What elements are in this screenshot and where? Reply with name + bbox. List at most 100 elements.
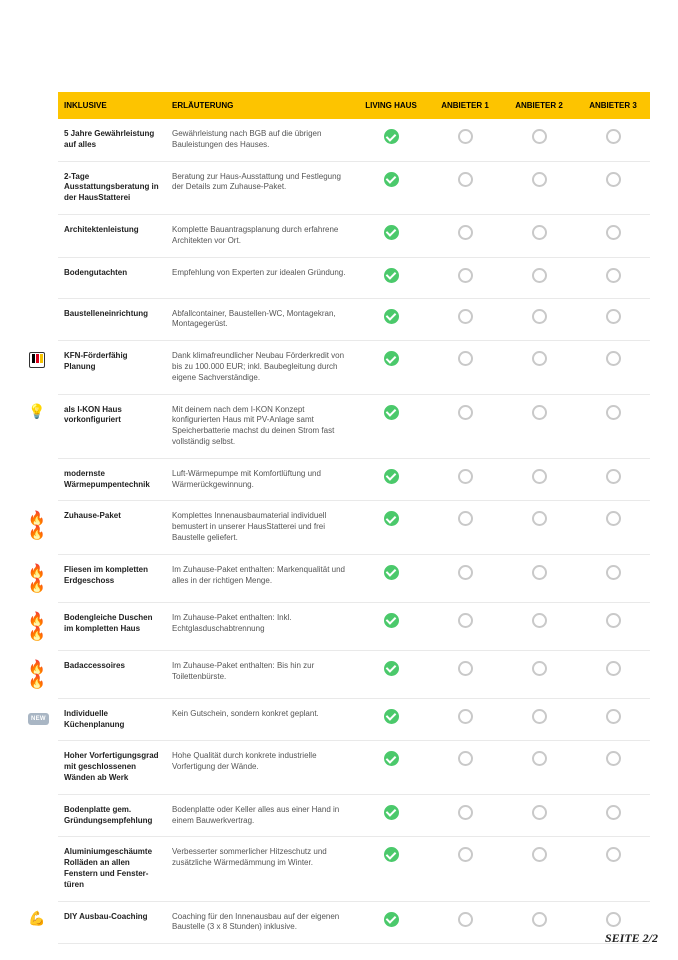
cell-anbieter-1 [428,458,502,501]
cell-living-haus [354,901,428,944]
table-row: 2-Tage Ausstattungsberatung in der HausS… [28,161,650,214]
ring-icon [458,709,473,724]
ring-icon [606,129,621,144]
row-title: Bodengutachten [58,257,166,298]
row-icon: 🔥🔥 [28,554,58,602]
check-icon [384,613,399,628]
check-icon [384,129,399,144]
check-icon [384,268,399,283]
check-icon [384,469,399,484]
row-icon: 🔥🔥 [28,602,58,650]
table-row: ArchitektenleistungKomplette Bauantragsp… [28,214,650,257]
row-title: als I-KON Haus vorkonfiguriert [58,394,166,458]
ring-icon [532,129,547,144]
header-living-haus: LIVING HAUS [354,92,428,119]
check-icon [384,709,399,724]
check-icon [384,225,399,240]
row-description: Beratung zur Haus-Ausstattung und Festle… [166,161,354,214]
ring-icon [532,469,547,484]
cell-anbieter-3 [576,602,650,650]
ring-icon [458,225,473,240]
ring-icon [532,225,547,240]
ring-icon [606,709,621,724]
header-anbieter-3: ANBIETER 3 [576,92,650,119]
ring-icon [606,805,621,820]
row-icon [28,794,58,837]
row-title: Zuhause-Paket [58,501,166,554]
ring-icon [606,661,621,676]
cell-anbieter-1 [428,161,502,214]
row-description: Im Zuhause-Paket enthalten: Markenqualit… [166,554,354,602]
row-description: Abfallcontainer, Baustellen-WC, Montagek… [166,298,354,341]
check-icon [384,847,399,862]
table-row: modernste WärmepumpentechnikLuft-Wärmepu… [28,458,650,501]
table-row: 🔥🔥Fliesen im kompletten ErdgeschossIm Zu… [28,554,650,602]
row-title: Fliesen im kompletten Erdgeschoss [58,554,166,602]
cell-living-haus [354,341,428,394]
table-row: KFN-Förderfähig PlanungDank klimafreundl… [28,341,650,394]
check-icon [384,912,399,927]
cell-living-haus [354,794,428,837]
cell-anbieter-1 [428,298,502,341]
cell-living-haus [354,119,428,161]
row-description: Im Zuhause-Paket enthalten: Bis hin zur … [166,650,354,698]
row-icon: 🔥🔥 [28,501,58,554]
cell-anbieter-2 [502,741,576,794]
ring-icon [606,912,621,927]
cell-anbieter-3 [576,161,650,214]
cell-living-haus [354,394,428,458]
table-header-row: INKLUSIVE ERLÄUTERUNG LIVING HAUS ANBIET… [28,92,650,119]
table-row: Aluminiumgeschäumte Rolläden an allen Fe… [28,837,650,901]
cell-anbieter-2 [502,341,576,394]
row-icon: 💡 [28,394,58,458]
ring-icon [458,751,473,766]
row-title: Aluminiumgeschäumte Rolläden an allen Fe… [58,837,166,901]
cell-anbieter-1 [428,741,502,794]
cell-anbieter-3 [576,698,650,741]
ring-icon [458,129,473,144]
header-erlaeuterung: ERLÄUTERUNG [166,92,354,119]
cell-anbieter-3 [576,794,650,837]
row-title: DIY Ausbau-Coaching [58,901,166,944]
row-description: Kein Gutschein, sondern konkret geplant. [166,698,354,741]
cell-anbieter-2 [502,602,576,650]
ring-icon [532,309,547,324]
ring-icon [532,912,547,927]
row-icon [28,257,58,298]
cell-living-haus [354,298,428,341]
ring-icon [458,351,473,366]
ring-icon [606,847,621,862]
row-description: Luft-Wärmepumpe mit Komfortlüftung und W… [166,458,354,501]
cell-anbieter-1 [428,501,502,554]
cell-anbieter-2 [502,650,576,698]
row-icon [28,741,58,794]
ring-icon [606,565,621,580]
row-icon [28,341,58,394]
cell-anbieter-3 [576,554,650,602]
ring-icon [458,268,473,283]
ring-icon [532,405,547,420]
cell-anbieter-2 [502,161,576,214]
row-description: Im Zuhause-Paket enthalten: Inkl. Echtgl… [166,602,354,650]
ring-icon [458,172,473,187]
table-row: BodengutachtenEmpfehlung von Experten zu… [28,257,650,298]
ring-icon [606,351,621,366]
ring-icon [532,751,547,766]
cell-living-haus [354,602,428,650]
check-icon [384,172,399,187]
cell-anbieter-3 [576,298,650,341]
ring-icon [458,405,473,420]
cell-living-haus [354,698,428,741]
cell-anbieter-1 [428,554,502,602]
cell-anbieter-2 [502,698,576,741]
ring-icon [532,511,547,526]
header-anbieter-1: ANBIETER 1 [428,92,502,119]
ring-icon [532,565,547,580]
table-row: NEWIndividuelle KüchenplanungKein Gutsch… [28,698,650,741]
row-description: Coaching für den Innenausbau auf der eig… [166,901,354,944]
table-row: 💪DIY Ausbau-CoachingCoaching für den Inn… [28,901,650,944]
cell-anbieter-3 [576,501,650,554]
header-inklusive: INKLUSIVE [58,92,166,119]
cell-anbieter-2 [502,257,576,298]
cell-anbieter-3 [576,119,650,161]
